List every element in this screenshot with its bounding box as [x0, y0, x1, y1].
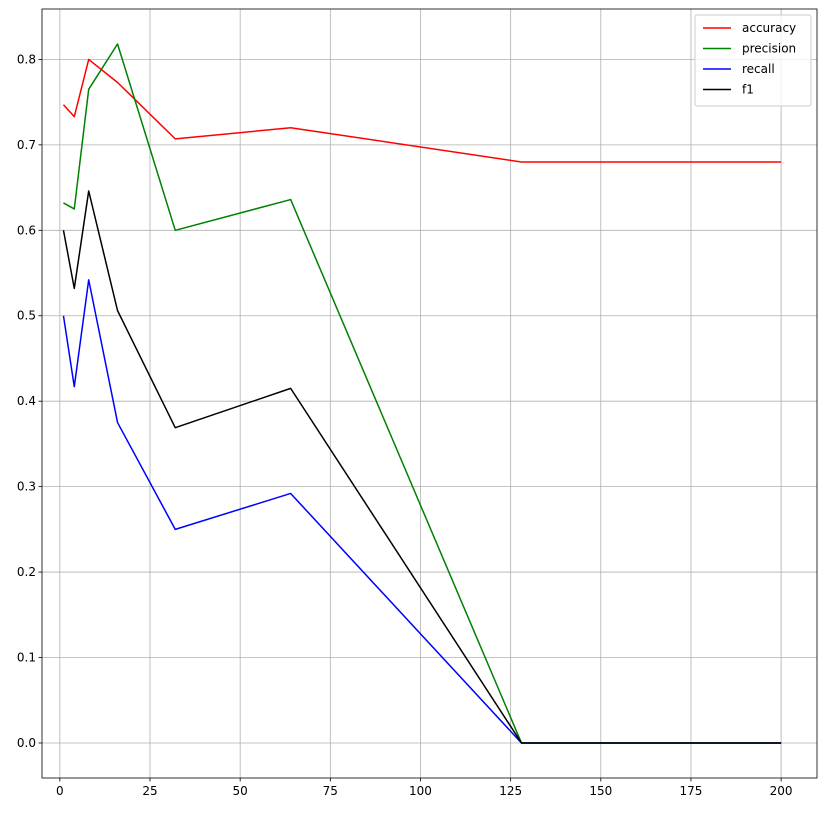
legend-label-f1: f1: [742, 83, 754, 97]
legend-label-accuracy: accuracy: [742, 21, 796, 35]
y-tick-label: 0.7: [17, 138, 36, 152]
x-tick-label: 125: [499, 784, 522, 798]
legend: accuracy precision recall f1: [694, 14, 812, 107]
x-tick-label: 175: [680, 784, 703, 798]
series-line-f1: [62, 190, 782, 744]
legend-label-recall: recall: [742, 62, 775, 76]
y-tick-label: 0.0: [17, 736, 36, 750]
x-tick-label: 25: [142, 784, 157, 798]
series-line-accuracy: [62, 58, 782, 163]
x-tick-label: 0: [56, 784, 64, 798]
grid: [42, 9, 817, 778]
y-tick-label: 0.1: [17, 651, 36, 665]
legend-label-precision: precision: [742, 42, 796, 56]
x-tick-label: 100: [409, 784, 432, 798]
y-tick-label: 0.6: [17, 223, 36, 237]
x-axis: 0 25 50 75 100 125 150 175 200: [56, 778, 793, 798]
y-tick-label: 0.2: [17, 565, 36, 579]
x-tick-label: 150: [589, 784, 612, 798]
y-tick-label: 0.4: [17, 394, 36, 408]
x-tick-label: 200: [770, 784, 793, 798]
y-axis: 0.0 0.1 0.2 0.3 0.4 0.5 0.6 0.7 0.8: [17, 52, 42, 750]
series-line-recall: [62, 279, 782, 744]
series-line-precision: [63, 43, 782, 744]
series-layer: [62, 43, 782, 744]
x-tick-label: 75: [323, 784, 338, 798]
x-tick-label: 50: [233, 784, 248, 798]
plot-frame: [41, 8, 818, 779]
legend-box: [694, 14, 812, 107]
y-tick-label: 0.5: [17, 309, 36, 323]
y-tick-label: 0.3: [17, 480, 36, 494]
y-tick-label: 0.8: [17, 52, 36, 66]
